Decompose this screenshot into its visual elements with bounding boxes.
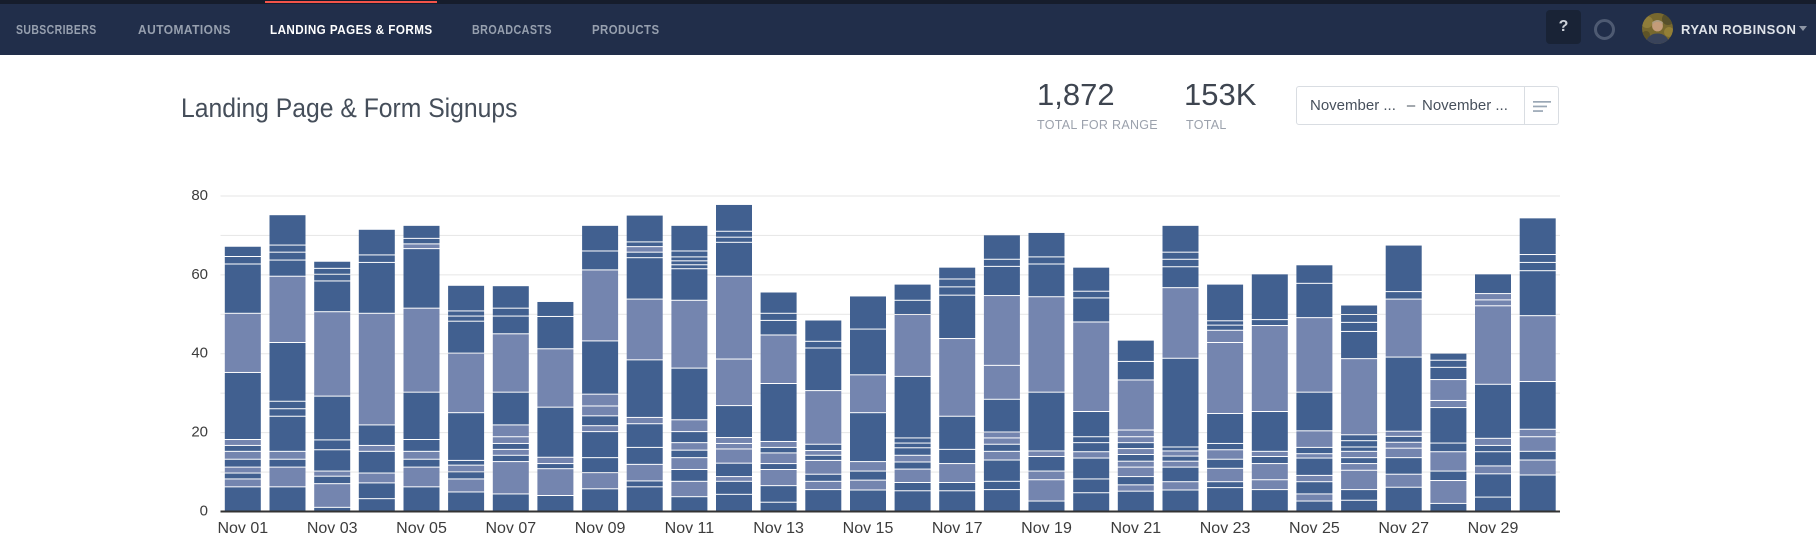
svg-text:Nov 23: Nov 23 (1200, 520, 1251, 537)
svg-text:Nov 01: Nov 01 (217, 520, 268, 537)
svg-text:Nov 11: Nov 11 (665, 520, 715, 537)
svg-text:Nov 25: Nov 25 (1289, 520, 1340, 537)
svg-text:Nov 19: Nov 19 (1021, 520, 1072, 537)
svg-text:Nov 09: Nov 09 (575, 520, 626, 537)
svg-text:Nov 05: Nov 05 (396, 520, 447, 537)
svg-text:40: 40 (191, 345, 208, 362)
svg-text:0: 0 (200, 502, 208, 519)
svg-text:Nov 03: Nov 03 (307, 520, 358, 537)
svg-text:Nov 13: Nov 13 (753, 520, 804, 537)
svg-text:Nov 29: Nov 29 (1468, 520, 1519, 537)
svg-text:Nov 15: Nov 15 (843, 520, 894, 537)
svg-text:20: 20 (191, 424, 208, 441)
svg-text:80: 80 (191, 187, 208, 204)
svg-text:60: 60 (191, 266, 208, 283)
svg-text:Nov 17: Nov 17 (932, 520, 983, 537)
svg-text:Nov 21: Nov 21 (1110, 520, 1161, 537)
svg-text:Nov 27: Nov 27 (1378, 520, 1429, 537)
svg-text:Nov 07: Nov 07 (485, 520, 536, 537)
